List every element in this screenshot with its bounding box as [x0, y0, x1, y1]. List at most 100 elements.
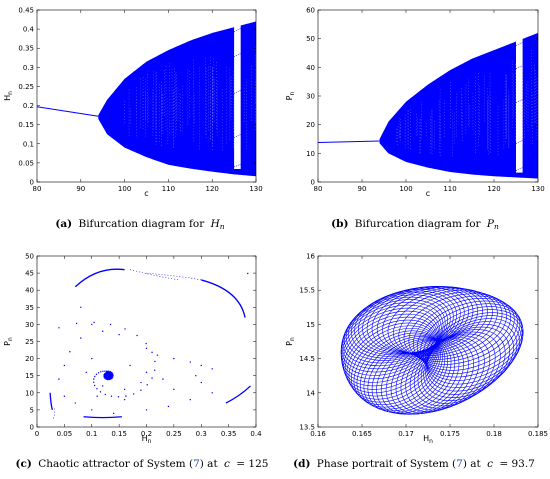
x-tick-label: 0.05 — [57, 430, 73, 438]
x-tick-label: 0.17 — [398, 430, 414, 438]
attractor-point — [110, 371, 113, 374]
attractor-point — [109, 323, 112, 326]
x-tick-label: 120 — [206, 185, 219, 193]
attractor-point — [106, 370, 108, 373]
y-tick-label: 0.25 — [18, 83, 34, 91]
x-tick-label: 100 — [399, 185, 412, 193]
caption-c-ref[interactable]: 7 — [193, 458, 200, 470]
torus-ring — [348, 290, 457, 359]
caption-b: (b) Bifurcation diagram for Pn — [331, 218, 499, 231]
attractor-point — [123, 398, 126, 401]
panel-b-bifurcation-p: 80 90 100 110 120 130 0 10 20 30 40 50 60 c Pn — [285, 7, 545, 199]
y-axis-label: Pn — [3, 337, 14, 346]
attractor-point — [195, 375, 197, 377]
plot-area — [340, 286, 524, 415]
x-tick-label: 110 — [162, 185, 175, 193]
x-tick-label: 0.3 — [196, 430, 207, 438]
torus-ring — [426, 318, 520, 392]
periodic-branch — [233, 163, 241, 168]
attractor-point — [111, 375, 114, 378]
caption-d-ref[interactable]: 7 — [456, 458, 463, 470]
torus-ring — [400, 336, 485, 412]
attractor-point — [124, 328, 126, 330]
caption-c-label: (c) — [16, 458, 32, 470]
axes: 0.16 0.165 0.17 0.175 0.18 0.185 13.5 14 14.5 15 1… — [285, 253, 548, 446]
caption-a-var: H — [210, 218, 221, 230]
attractor-point — [106, 378, 109, 381]
attractor-point — [108, 378, 111, 381]
attractor-point — [136, 334, 138, 337]
plot-area — [317, 32, 538, 179]
y-tick-label: 0.2 — [23, 102, 34, 110]
stable-branch — [36, 106, 99, 117]
y-tick-label: 0.35 — [18, 45, 34, 53]
caption-c-tail: ) at — [200, 458, 219, 470]
attractor-point — [125, 395, 127, 397]
caption-c: (c) Chaotic attractor of System (7) at c… — [16, 458, 269, 470]
caption-c-text: Chaotic attractor of System ( — [38, 458, 193, 470]
attractor-arc — [146, 272, 202, 281]
chaotic-region — [379, 32, 538, 179]
y-tick-label: 0 — [311, 179, 315, 187]
attractor-point — [58, 378, 60, 380]
attractor-point — [91, 357, 93, 360]
attractor-point — [92, 381, 95, 383]
y-tick-label: 20 — [306, 121, 315, 129]
caption-b-var: P — [486, 218, 495, 230]
attractor-point — [145, 342, 147, 345]
caption-d-text: Phase portrait of System ( — [317, 458, 456, 470]
x-tick-label: 120 — [487, 185, 500, 193]
attractor-point — [91, 323, 93, 326]
caption-d: (d) Phase portrait of System (7) at c = … — [293, 458, 535, 470]
attractor-arc — [74, 268, 125, 288]
torus-ring — [367, 337, 452, 413]
y-tick-label: 35 — [25, 304, 34, 312]
torus-ring — [426, 312, 524, 385]
periodic-window — [516, 34, 523, 173]
x-tick-label: 0.16 — [310, 430, 326, 438]
attractor-arc — [49, 392, 53, 411]
x-tick-label: 130 — [249, 185, 262, 193]
torus-ring — [376, 339, 460, 415]
attractor-point — [96, 395, 98, 397]
torus-ring — [390, 338, 474, 415]
attractor-arc — [201, 279, 246, 318]
axes-frame — [36, 9, 257, 183]
y-tick-label: 30 — [306, 93, 315, 101]
attractor-point — [247, 272, 249, 275]
x-tick-label: 0.165 — [352, 430, 372, 438]
attractor-point — [140, 381, 142, 384]
attractor-arc — [225, 385, 251, 404]
torus-ring — [340, 307, 441, 380]
attractor-point — [200, 381, 202, 384]
attractor-arc — [83, 416, 122, 419]
chaotic-region — [98, 21, 256, 177]
attractor-point — [145, 371, 148, 373]
attractor-point — [93, 378, 95, 380]
y-tick-label: 50 — [306, 35, 315, 43]
panel-c-chaotic-attractor: 0 0.05 0.1 0.15 0.2 0.25 0.3 0.35 0.4 0 5 10 15 20 25 3… — [3, 253, 262, 446]
y-tick-label: 0 — [30, 179, 34, 187]
y-tick-label: 0 — [30, 424, 34, 432]
axes-frame — [317, 255, 539, 428]
y-tick-label: 30 — [25, 321, 34, 329]
attractor-point — [93, 384, 96, 387]
x-tick-label: 110 — [443, 185, 456, 193]
y-tick-label: 0.3 — [23, 64, 34, 72]
attractor-point — [104, 393, 107, 396]
attractor-point — [102, 330, 104, 332]
attractor-point — [145, 347, 148, 350]
y-tick-label: 20 — [25, 355, 34, 363]
x-axis-label: Hn — [142, 434, 152, 445]
torus-ring — [408, 295, 515, 365]
plot-area — [36, 19, 256, 177]
y-tick-label: 15 — [25, 372, 34, 380]
attractor-point — [173, 388, 175, 391]
attractor-point — [91, 409, 93, 411]
attractor-point — [123, 388, 126, 391]
y-tick-label: 40 — [306, 64, 315, 72]
periodic-branch — [233, 53, 241, 57]
caption-d-value: = 93.7 — [499, 458, 535, 470]
y-tick-label: 14 — [306, 389, 315, 397]
